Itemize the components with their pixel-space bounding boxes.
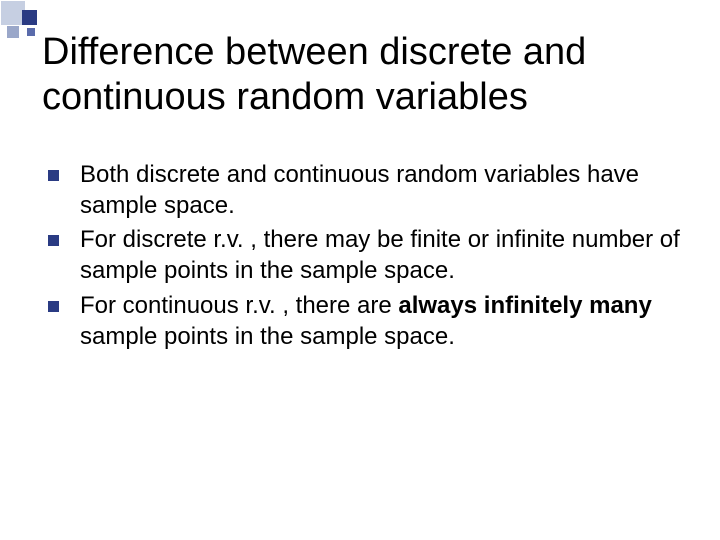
list-item: For continuous r.v. , there are always i… (42, 291, 680, 352)
bullet-list: Both discrete and continuous random vari… (42, 160, 680, 352)
list-item-text: Both discrete and continuous random vari… (80, 161, 639, 219)
text-bold: always infinitely many (398, 292, 651, 319)
list-item: Both discrete and continuous random vari… (42, 160, 680, 221)
list-item-text: For discrete r.v. , there may be finite … (80, 226, 680, 284)
square-bullet-icon (48, 301, 59, 312)
corner-decoration (0, 0, 45, 45)
text: For continuous r.v. , there are (80, 292, 398, 319)
deco-square-2 (7, 26, 19, 38)
list-item: For discrete r.v. , there may be finite … (42, 225, 680, 286)
list-item-text: For continuous r.v. , there are always i… (80, 292, 652, 350)
square-bullet-icon (48, 170, 59, 181)
deco-square-1 (22, 10, 37, 25)
slide-container: Difference between discrete and continuo… (0, 0, 720, 540)
deco-square-3 (27, 28, 35, 36)
text: Both discrete and continuous random vari… (80, 161, 639, 219)
text: sample points in the sample space. (80, 323, 455, 350)
text: For discrete r.v. , there may be finite … (80, 226, 680, 284)
square-bullet-icon (48, 235, 59, 246)
slide-body: Both discrete and continuous random vari… (42, 160, 680, 356)
slide-title: Difference between discrete and continuo… (42, 30, 690, 120)
